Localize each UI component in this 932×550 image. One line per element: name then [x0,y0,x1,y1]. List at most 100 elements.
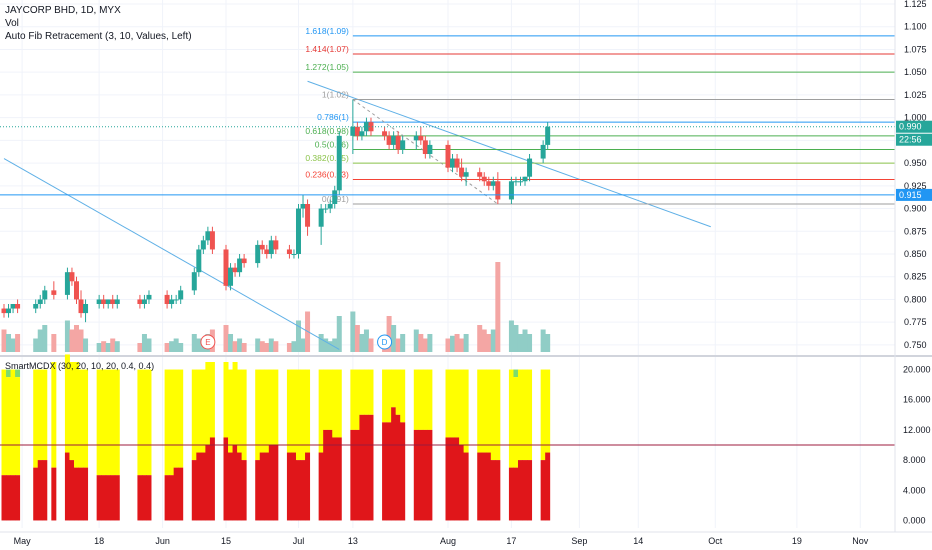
price-tick-label: 1.125 [904,0,927,9]
mcdx-red-bar [508,467,514,521]
candle-body [169,299,175,304]
mcdx-red-bar [323,429,329,521]
mcdx-yellow-bar [37,369,43,461]
mcdx-yellow-bar [164,369,170,476]
volume-bar [395,338,401,352]
volume-bar [73,325,79,352]
candle-body [495,181,501,200]
candle-body [1,308,7,314]
fib-level-label: 1.618(1.09) [305,26,349,36]
mcdx-yellow-bar [83,369,89,468]
mcdx-red-bar [459,445,465,521]
mcdx-yellow-bar [191,369,197,461]
volume-bar [264,343,270,352]
candle-body [427,144,433,154]
mcdx-red-bar [418,429,424,521]
volume-legend[interactable]: Vol [5,18,19,29]
mcdx-yellow-bar [359,369,365,415]
mcdx-yellow-bar [413,369,419,430]
mcdx-red-bar [291,452,297,521]
fib-legend[interactable]: Auto Fib Retracement (3, 10, Values, Lef… [5,31,192,42]
fib-level-label: 1.272(1.05) [305,62,349,72]
mcdx-red-bar [445,437,451,521]
candle-body [300,204,306,209]
mcdx-yellow-bar [196,369,202,453]
time-tick-label: Nov [852,536,869,546]
mcdx-yellow-bar [332,369,338,438]
chart-legend: JAYCORP BHD, 1D, MYX Vol Auto Fib Retrac… [5,4,192,43]
indicator-legend[interactable]: SmartMCDX (30, 20, 10, 20, 0.4, 0.4) [5,361,155,371]
candle-body [83,304,89,314]
mcdx-bars [1,354,551,521]
mcdx-red-bar [64,452,70,521]
candle-body [191,272,197,291]
indicator-tick-label: 8.000 [903,455,926,465]
volume-bar [137,343,143,352]
price-tick-label: 0.875 [904,226,927,236]
mcdx-red-bar [200,452,206,521]
mcdx-red-bar [69,460,75,521]
event-marker-label: E [205,338,210,347]
volume-bar [336,316,342,352]
volume-bar [83,338,89,352]
time-tick-label: 18 [94,536,104,546]
candle-body [350,126,356,136]
candle-body [527,158,533,177]
time-tick-label: Jul [293,536,305,546]
candle-body [354,126,360,136]
volume-bar [228,334,234,352]
price-tick-label: 0.775 [904,317,927,327]
mcdx-red-bar [101,475,107,521]
mcdx-yellow-bar [15,377,21,476]
candle-body [137,299,143,304]
last-price-badge-bg [896,120,932,133]
symbol-title[interactable]: JAYCORP BHD, 1D, MYX [5,5,121,16]
price-tick-label: 1.075 [904,44,927,54]
countdown-badge-bg [896,133,932,146]
volume-bar [481,329,487,352]
volume-bar [359,334,365,352]
volume-bar [69,329,75,352]
mcdx-yellow-bar [6,377,12,476]
mcdx-yellow-bar [241,369,247,461]
volume-bar [540,329,546,352]
volume-bar [477,325,483,352]
candle-body [51,290,57,295]
mcdx-yellow-bar [291,369,297,453]
mcdx-red-bar [237,452,243,521]
price-tick-label: 0.950 [904,158,927,168]
mcdx-red-bar [350,429,356,521]
mcdx-red-bar [286,452,292,521]
volume-bar [400,334,406,352]
indicator-tick-label: 0.000 [903,515,926,525]
candle-body [237,258,243,273]
candle-body [78,299,84,314]
mcdx-red-bar [545,452,551,521]
fib-level-label: 0(0.91) [322,194,349,204]
price-tick-label: 1.100 [904,22,927,32]
candle-body [323,208,329,210]
mcdx-yellow-bar [200,369,206,453]
mcdx-yellow-bar [463,369,469,453]
indicator-tick-label: 12.000 [903,425,931,435]
candle-body [481,176,487,182]
earnings-marker [200,334,216,350]
mcdx-yellow-bar [73,362,79,468]
volume-bar [354,325,360,352]
volume-bar [386,316,392,352]
mcdx-red-bar [232,445,238,521]
candle-body [490,181,496,186]
mcdx-yellow-bar [137,369,143,476]
volume-bar [101,341,107,352]
volume-bar [450,335,456,352]
mcdx-yellow-bar [69,362,75,461]
volume-bar [445,338,451,352]
mcdx-yellow-bar [264,369,270,453]
mcdx-yellow-bar [540,369,546,461]
mcdx-yellow-bar [508,369,514,468]
fib-level-label: 0.382(0.95) [305,153,349,163]
mcdx-red-bar [368,414,374,521]
candle-body [255,244,261,264]
volume-bar [327,341,333,352]
